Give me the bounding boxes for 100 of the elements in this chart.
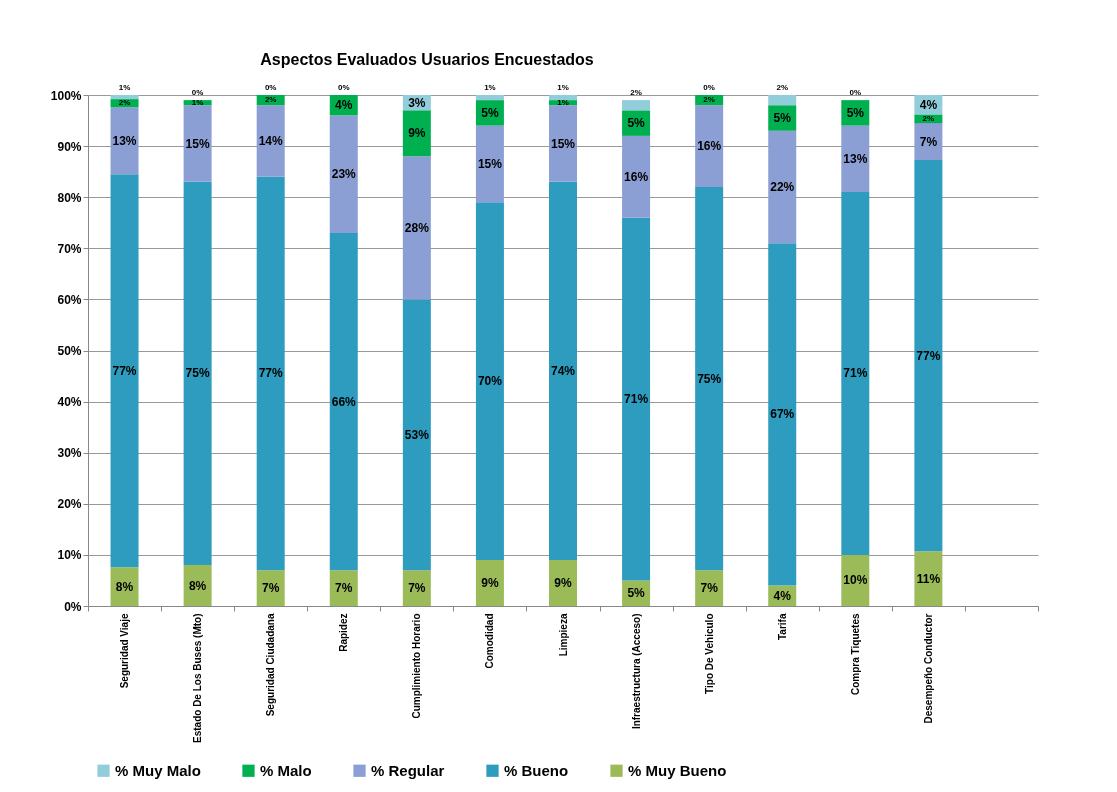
data-label: 2% <box>264 95 277 105</box>
x-tick-label: Comodidad <box>484 613 496 669</box>
bar <box>329 570 358 606</box>
x-tick-label: Rapidez <box>338 613 350 652</box>
data-label: 5% <box>627 116 646 131</box>
data-label: 75% <box>697 371 722 386</box>
data-label: 0% <box>703 83 715 93</box>
data-label: 9% <box>554 576 572 591</box>
bar <box>914 159 943 552</box>
bar <box>549 560 577 606</box>
bar <box>256 570 285 606</box>
data-label: 7% <box>919 134 938 149</box>
bar <box>622 135 651 218</box>
x-tick-label: Estado De Los Buses (Mto) <box>192 613 204 743</box>
data-label: 7% <box>700 581 719 596</box>
data-label: 77% <box>916 348 941 363</box>
data-label: 75% <box>185 366 210 381</box>
data-label: 5% <box>481 105 499 120</box>
data-label: 67% <box>770 407 795 422</box>
bar <box>695 105 724 187</box>
bar <box>622 100 651 111</box>
data-label: 53% <box>404 427 430 442</box>
data-label: 1% <box>191 97 204 107</box>
data-label: 23% <box>331 167 357 182</box>
bar <box>768 130 797 244</box>
data-label: 8% <box>188 578 207 593</box>
data-label: 71% <box>624 392 649 407</box>
data-label: 70% <box>477 374 503 389</box>
data-label: 9% <box>481 576 499 591</box>
data-label: 71% <box>843 366 868 381</box>
x-tick-label: Tarifa <box>776 613 788 640</box>
data-label: 10% <box>843 573 868 588</box>
bar <box>622 217 651 581</box>
data-label: 0% <box>337 83 350 93</box>
bar <box>841 192 870 555</box>
data-label: 4% <box>773 588 792 603</box>
data-label: 4% <box>919 97 938 112</box>
data-label: 13% <box>112 133 137 148</box>
x-tick-label: Tipo De Vehiculo <box>703 613 715 694</box>
bar <box>549 105 577 182</box>
data-label: 77% <box>258 366 284 381</box>
bar <box>402 156 431 300</box>
bar <box>110 107 139 175</box>
bar <box>256 176 285 571</box>
x-tick-label: Infraestructura (Acceso) <box>630 613 642 730</box>
legend-label: % Malo <box>260 761 312 779</box>
data-label: 28% <box>404 220 430 235</box>
bar <box>329 115 358 233</box>
y-tick-label: 90% <box>57 139 82 154</box>
data-label: 1% <box>118 83 131 93</box>
legend-label: % Muy Bueno <box>628 761 727 779</box>
data-label: 7% <box>262 581 280 596</box>
y-tick-label: 0% <box>64 599 82 614</box>
data-label: 0% <box>849 88 862 98</box>
data-label: 2% <box>922 113 935 123</box>
y-tick-label: 60% <box>57 292 82 307</box>
bar <box>695 186 724 571</box>
y-tick-label: 40% <box>57 395 82 410</box>
bar <box>841 125 870 193</box>
bar <box>768 95 797 106</box>
bar <box>768 243 797 586</box>
data-label: 77% <box>112 363 137 378</box>
data-label: 15% <box>185 136 210 151</box>
bar <box>475 125 504 203</box>
legend-label: % Bueno <box>504 761 569 779</box>
y-tick-label: 10% <box>57 548 82 563</box>
data-label: 74% <box>550 363 576 378</box>
bar <box>110 174 139 568</box>
data-label: 15% <box>477 156 503 171</box>
data-label: 5% <box>773 111 792 125</box>
y-tick-label: 100% <box>50 88 82 103</box>
data-label: 14% <box>258 133 284 148</box>
data-label: 16% <box>624 169 649 184</box>
bar <box>475 95 504 101</box>
data-label: 1% <box>557 97 569 107</box>
data-label: 7% <box>335 581 353 596</box>
bar <box>914 551 943 606</box>
x-tick-label: Cumplimiento Horario <box>411 613 423 719</box>
bar <box>183 105 212 182</box>
y-tick-label: 30% <box>57 446 82 461</box>
bar <box>402 570 431 606</box>
bar <box>256 105 285 177</box>
bar <box>110 95 139 100</box>
bar <box>549 181 577 561</box>
data-label: 8% <box>115 579 134 594</box>
chart-title: Aspectos Evaluados Usuarios Encuestados <box>260 51 594 69</box>
y-tick-label: 70% <box>57 241 82 256</box>
data-label: 7% <box>408 581 426 596</box>
bar <box>402 299 431 571</box>
data-label: 2% <box>703 95 715 105</box>
x-tick-label: Seguridad Ciudadana <box>265 613 277 717</box>
y-tick-label: 80% <box>57 190 82 205</box>
data-label: 0% <box>191 88 204 98</box>
data-label: 11% <box>916 571 941 586</box>
legend-label: % Regular <box>371 761 445 779</box>
x-tick-label: Seguridad Viaje <box>119 613 131 689</box>
x-tick-label: Limpieza <box>557 613 569 657</box>
data-label: 0% <box>264 83 277 93</box>
data-label: 4% <box>335 98 353 113</box>
bar <box>475 202 504 561</box>
